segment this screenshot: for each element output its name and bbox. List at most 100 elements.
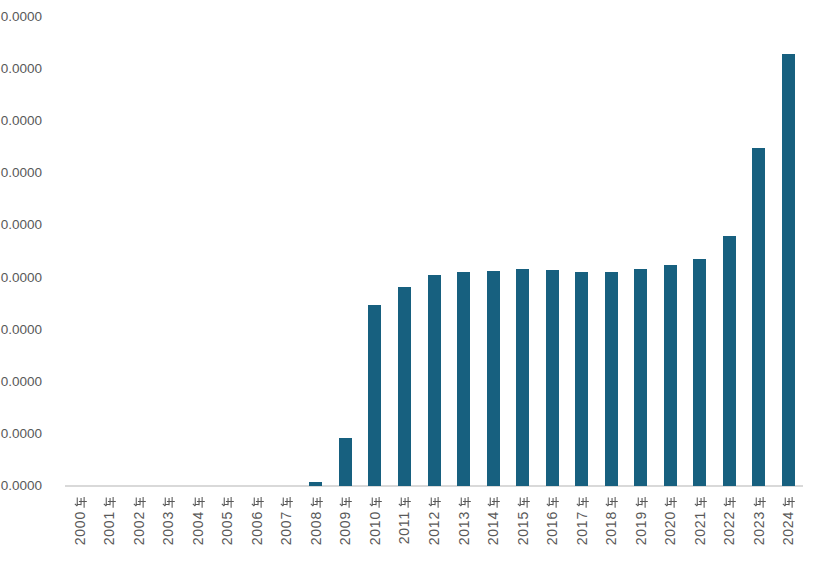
year-digits: 2009	[338, 511, 352, 545]
year-digits: 2014	[486, 511, 500, 545]
year-kanji-glyph	[368, 496, 381, 509]
x-axis-tick-label: 2013	[456, 496, 472, 554]
year-digits: 2010	[368, 511, 382, 545]
year-digits: 2021	[693, 511, 707, 545]
x-axis-tick-label: 2007	[278, 496, 294, 554]
bar	[368, 305, 381, 486]
x-axis-tick-label: 2018	[603, 496, 619, 554]
x-axis-tick-label: 2003	[160, 496, 176, 554]
year-kanji-glyph	[782, 496, 795, 509]
x-axis-tick-label: 2006	[249, 496, 265, 554]
x-axis-tick-label: 2017	[574, 496, 590, 554]
y-axis-tick-label: 0.0000	[0, 61, 42, 77]
x-axis-tick-label: 2001	[101, 496, 117, 554]
bar	[693, 259, 706, 486]
year-digits: 2017	[575, 511, 589, 545]
x-axis-tick-label: 2019	[633, 496, 649, 554]
bar-chart: 0.0000 0.0000 0.0000 0.0000 0.0000 0.0000 0.00…	[0, 0, 818, 564]
year-kanji-glyph	[575, 496, 588, 509]
year-digits: 2013	[457, 511, 471, 545]
bar	[398, 287, 411, 486]
year-kanji-glyph	[546, 496, 559, 509]
x-axis-tick-label: 2016	[544, 496, 560, 554]
x-axis-tick-label: 2008	[308, 496, 324, 554]
x-axis-tick-label: 2004	[190, 496, 206, 554]
bar	[339, 438, 352, 486]
bar	[487, 271, 500, 486]
x-axis-tick-label: 2015	[515, 496, 531, 554]
y-axis-tick-label: 0.0000	[0, 374, 42, 390]
year-kanji-glyph	[309, 496, 322, 509]
y-axis-tick-label: 0.0000	[0, 9, 42, 25]
y-axis-tick-label: 0.0000	[0, 478, 42, 494]
year-kanji-glyph	[516, 496, 529, 509]
x-axis-tick-label: 2005	[219, 496, 235, 554]
year-kanji-glyph	[250, 496, 263, 509]
year-kanji-glyph	[664, 496, 677, 509]
year-kanji-glyph	[280, 496, 293, 509]
y-axis-tick-label: 0.0000	[0, 322, 42, 338]
year-digits: 2008	[309, 511, 323, 545]
year-digits: 2023	[752, 511, 766, 545]
year-kanji-glyph	[339, 496, 352, 509]
year-kanji-glyph	[398, 496, 411, 509]
year-digits: 2018	[604, 511, 618, 545]
year-digits: 2011	[397, 511, 411, 544]
bar	[457, 272, 470, 486]
year-kanji-glyph	[162, 496, 175, 509]
x-axis-tick-label: 2009	[337, 496, 353, 554]
year-digits: 2020	[663, 511, 677, 545]
year-kanji-glyph	[221, 496, 234, 509]
y-axis-tick-label: 0.0000	[0, 217, 42, 233]
bar	[752, 148, 765, 486]
x-axis-tick-label: 2024	[780, 496, 796, 554]
bar	[309, 482, 322, 486]
year-kanji-glyph	[693, 496, 706, 509]
year-digits: 2001	[102, 511, 116, 545]
x-axis-tick-label: 2020	[662, 496, 678, 554]
x-axis-tick-label: 2014	[485, 496, 501, 554]
bar	[723, 236, 736, 486]
x-axis-tick-label: 2011	[396, 496, 412, 554]
x-axis-tick-label: 2023	[751, 496, 767, 554]
x-axis-tick-label: 2012	[426, 496, 442, 554]
year-digits: 2007	[279, 511, 293, 545]
x-axis-tick-label: 2021	[692, 496, 708, 554]
x-axis-tick-label: 2000	[72, 496, 88, 554]
year-digits: 2022	[722, 511, 736, 545]
bar	[575, 272, 588, 486]
year-digits: 2000	[73, 511, 87, 545]
year-digits: 2024	[781, 511, 795, 545]
year-kanji-glyph	[73, 496, 86, 509]
year-digits: 2006	[250, 511, 264, 545]
y-axis-tick-label: 0.0000	[0, 270, 42, 286]
y-axis-tick-label: 0.0000	[0, 426, 42, 442]
year-kanji-glyph	[428, 496, 441, 509]
year-digits: 2015	[516, 511, 530, 545]
year-kanji-glyph	[752, 496, 765, 509]
year-kanji-glyph	[605, 496, 618, 509]
year-kanji-glyph	[457, 496, 470, 509]
bar	[664, 265, 677, 486]
year-digits: 2016	[545, 511, 559, 545]
x-axis-tick-label: 2002	[131, 496, 147, 554]
year-digits: 2012	[427, 511, 441, 545]
year-digits: 2004	[191, 511, 205, 545]
y-axis-tick-label: 0.0000	[0, 165, 42, 181]
year-kanji-glyph	[103, 496, 116, 509]
year-digits: 2005	[220, 511, 234, 545]
year-kanji-glyph	[132, 496, 145, 509]
bar	[605, 272, 618, 486]
bar	[634, 269, 647, 486]
year-kanji-glyph	[487, 496, 500, 509]
year-digits: 2003	[161, 511, 175, 545]
year-kanji-glyph	[723, 496, 736, 509]
y-axis-tick-label: 0.0000	[0, 113, 42, 129]
x-axis-tick-label: 2010	[367, 496, 383, 554]
bar	[546, 270, 559, 486]
bar	[782, 54, 795, 486]
bar	[428, 275, 441, 486]
year-digits: 2002	[132, 511, 146, 545]
bar	[516, 269, 529, 486]
year-digits: 2019	[634, 511, 648, 545]
